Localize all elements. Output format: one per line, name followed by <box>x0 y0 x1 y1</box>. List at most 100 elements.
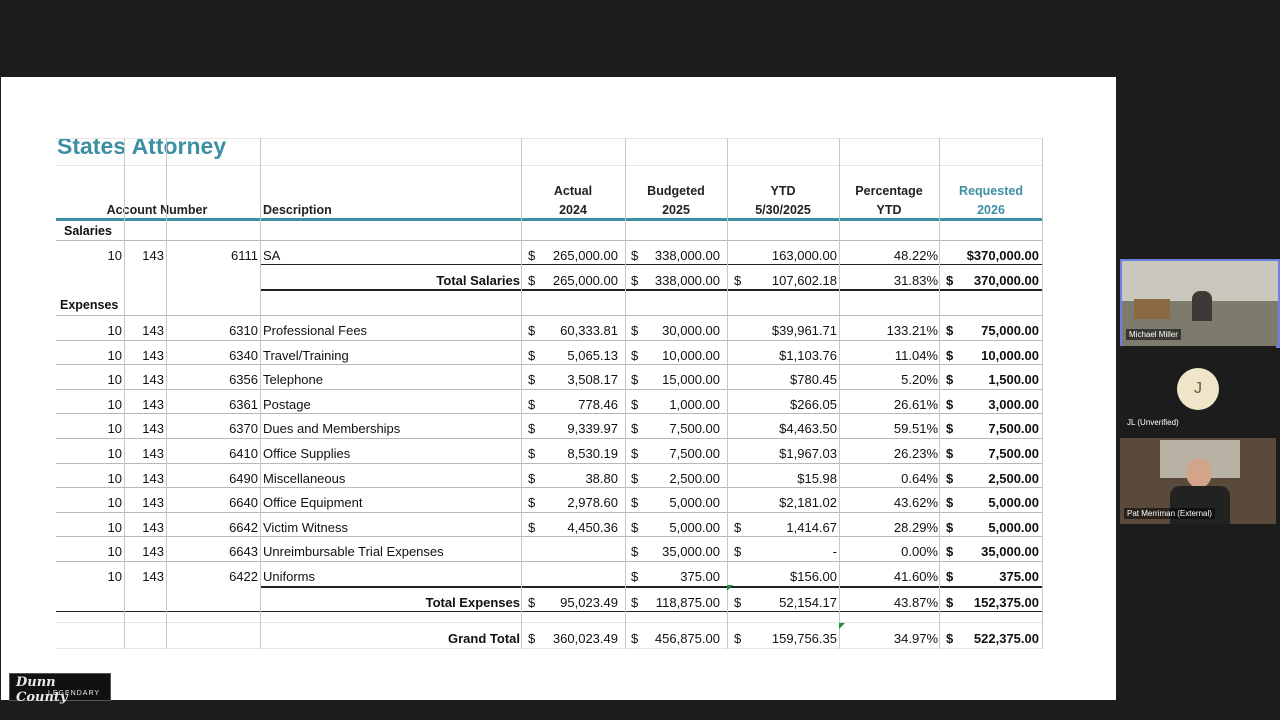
comment-marker <box>727 585 733 591</box>
requested-value: 3,000.00 <box>988 397 1039 412</box>
account-object: 6361 <box>229 397 258 412</box>
header-description: Description <box>263 203 332 217</box>
description: Miscellaneous <box>263 471 346 486</box>
budgeted-value: 35,000.00 <box>662 544 720 559</box>
actual-currency: $ <box>528 348 536 363</box>
account-object: 6640 <box>229 495 258 510</box>
actual-value: 4,450.36 <box>567 520 618 535</box>
column-border <box>124 138 125 649</box>
participant-name: JL (Unverified) <box>1127 418 1179 427</box>
header-percentage-label: Percentage <box>855 184 923 198</box>
participant-name: Pat Merriman (External) <box>1124 508 1215 519</box>
budgeted-currency: $ <box>631 323 639 338</box>
avatar: J <box>1177 368 1219 410</box>
participant-tile-pat-merriman[interactable]: Pat Merriman (External) <box>1120 438 1276 524</box>
account-fund: 10 <box>107 471 122 486</box>
requested-currency: $ <box>946 631 954 646</box>
grid-line <box>56 165 1042 166</box>
requested-currency: $ <box>946 397 954 412</box>
header-requested-label: Requested <box>959 184 1023 198</box>
requested-currency: $ <box>946 471 954 486</box>
account-fund: 10 <box>107 495 122 510</box>
percentage-value: 48.22% <box>893 248 938 263</box>
row-border <box>56 536 1042 537</box>
total-expenses-label: Total Expenses <box>425 595 520 610</box>
participant-name: Michael Miller <box>1126 329 1181 340</box>
description: Office Supplies <box>263 446 351 461</box>
logo-line1: Dunn County <box>16 675 68 705</box>
row-border <box>260 586 1042 588</box>
budgeted-currency: $ <box>631 520 639 535</box>
ytd-currency: $ <box>734 544 742 559</box>
row-border <box>56 463 1042 464</box>
budgeted-value: 338,000.00 <box>654 273 720 288</box>
description: Professional Fees <box>263 323 368 338</box>
requested-currency: $ <box>946 495 954 510</box>
column-border <box>727 138 728 649</box>
account-object: 6340 <box>229 348 258 363</box>
actual-value: 778.46 <box>578 397 618 412</box>
actual-currency: $ <box>528 495 536 510</box>
ytd-currency: $ <box>734 631 742 646</box>
budgeted-value: 30,000.00 <box>662 323 720 338</box>
actual-value: 3,508.17 <box>567 372 618 387</box>
percentage-value: 43.87% <box>893 595 938 610</box>
requested-value: 375.00 <box>999 569 1039 584</box>
account-dept: 143 <box>142 248 164 263</box>
budgeted-value: 5,000.00 <box>669 520 720 535</box>
actual-currency: $ <box>528 248 536 263</box>
ytd-currency: $ <box>734 520 742 535</box>
percentage-value: 0.00% <box>901 544 938 559</box>
ytd-value: $39,961.71 <box>771 323 837 338</box>
actual-currency: $ <box>528 421 536 436</box>
header-underline <box>56 218 1042 221</box>
section-salaries: Salaries <box>64 224 112 238</box>
account-dept: 143 <box>142 397 164 412</box>
percentage-value: 133.21% <box>886 323 938 338</box>
percentage-value: 11.04% <box>894 348 938 363</box>
row-border <box>56 413 1042 414</box>
grand-total-label: Grand Total <box>448 631 520 646</box>
actual-value: 60,333.81 <box>560 323 618 338</box>
description: Dues and Memberships <box>263 421 401 436</box>
requested-value: 1,500.00 <box>988 372 1039 387</box>
ytd-value: $1,967.03 <box>779 446 837 461</box>
budgeted-currency: $ <box>631 372 639 387</box>
requested-currency: $ <box>946 446 954 461</box>
description: Travel/Training <box>263 348 349 363</box>
description: Unreimbursable Trial Expenses <box>263 544 444 559</box>
budgeted-value: 10,000.00 <box>662 348 720 363</box>
column-border <box>939 138 940 649</box>
participant-tile-michael-miller[interactable]: Michael Miller <box>1120 259 1280 348</box>
header-actual-label: Actual <box>553 184 593 198</box>
grid-line <box>56 622 1042 623</box>
row-border <box>260 289 1042 291</box>
budgeted-value: 456,875.00 <box>654 631 720 646</box>
account-dept: 143 <box>142 569 164 584</box>
budgeted-value: 15,000.00 <box>662 372 720 387</box>
requested-value: 75,000.00 <box>981 323 1039 338</box>
account-fund: 10 <box>107 569 122 584</box>
budgeted-value: 1,000.00 <box>669 397 720 412</box>
budgeted-currency: $ <box>631 544 639 559</box>
budgeted-currency: $ <box>631 273 639 288</box>
participant-tile-jl[interactable]: J JL (Unverified) <box>1120 346 1276 434</box>
account-object: 6111 <box>231 248 258 263</box>
account-object: 6370 <box>229 421 258 436</box>
ytd-value: $4,463.50 <box>779 421 837 436</box>
header-ytd-date: 5/30/2025 <box>755 203 811 217</box>
account-fund: 10 <box>107 421 122 436</box>
budgeted-value: 7,500.00 <box>669 421 720 436</box>
total-salaries-label: Total Salaries <box>436 273 520 288</box>
actual-currency: $ <box>528 595 536 610</box>
ytd-value: $780.45 <box>790 372 837 387</box>
account-dept: 143 <box>142 495 164 510</box>
header-requested-year: 2026 <box>977 203 1005 217</box>
actual-currency: $ <box>528 372 536 387</box>
budgeted-currency: $ <box>631 569 639 584</box>
requested-value: 2,500.00 <box>988 471 1039 486</box>
percentage-value: 59.51% <box>893 421 938 436</box>
actual-value: 95,023.49 <box>560 595 618 610</box>
row-border <box>56 315 1042 316</box>
percentage-value: 31.83% <box>893 273 938 288</box>
